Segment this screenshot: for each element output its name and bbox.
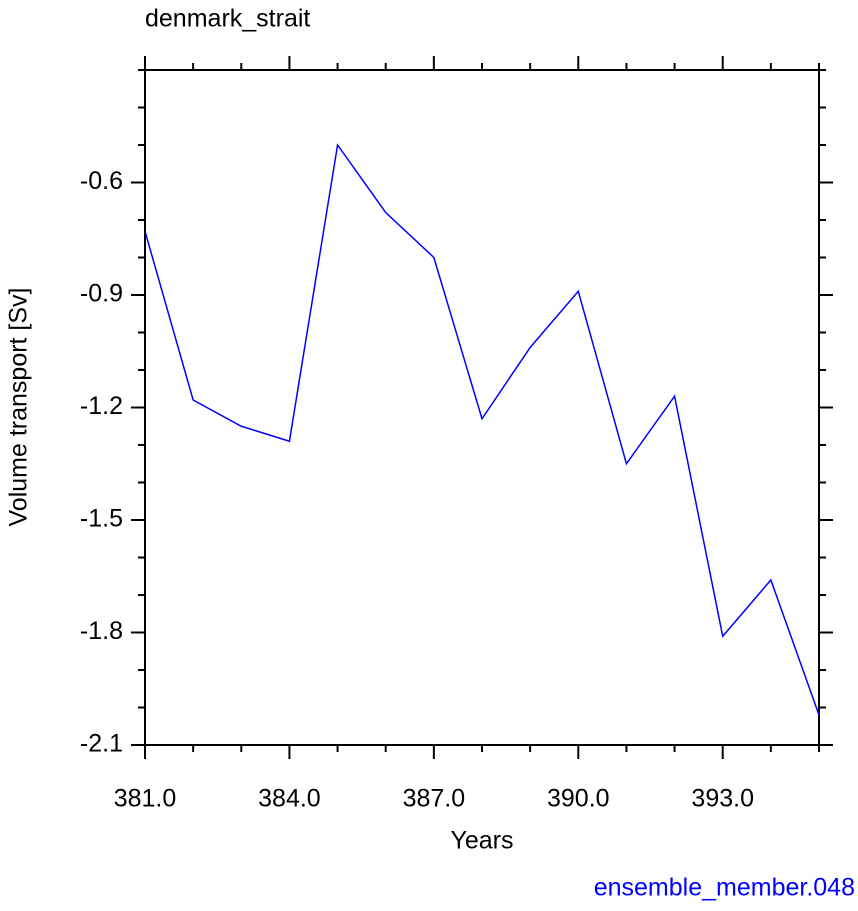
y-tick-label: -1.5 (80, 505, 123, 533)
annotation: ensemble_member.048 (594, 874, 855, 902)
data-line (144, 143, 820, 716)
x-axis-label: Years (450, 827, 513, 855)
x-tick-label: 393.0 (691, 785, 754, 813)
y-tick-label: -1.2 (80, 392, 123, 420)
y-tick-label: -0.9 (80, 280, 123, 308)
y-tick-label: -0.6 (80, 167, 123, 195)
y-tick-label: -2.1 (80, 730, 123, 758)
x-tick-label: 387.0 (403, 785, 466, 813)
chart-title: denmark_strait (145, 5, 310, 33)
y-axis-label: Volume transport [Sv] (5, 287, 33, 526)
plot-frame (144, 69, 820, 746)
x-tick-label: 381.0 (114, 785, 177, 813)
y-tick-label: -1.8 (80, 617, 123, 645)
x-tick-label: 384.0 (258, 785, 321, 813)
x-tick-label: 390.0 (547, 785, 610, 813)
